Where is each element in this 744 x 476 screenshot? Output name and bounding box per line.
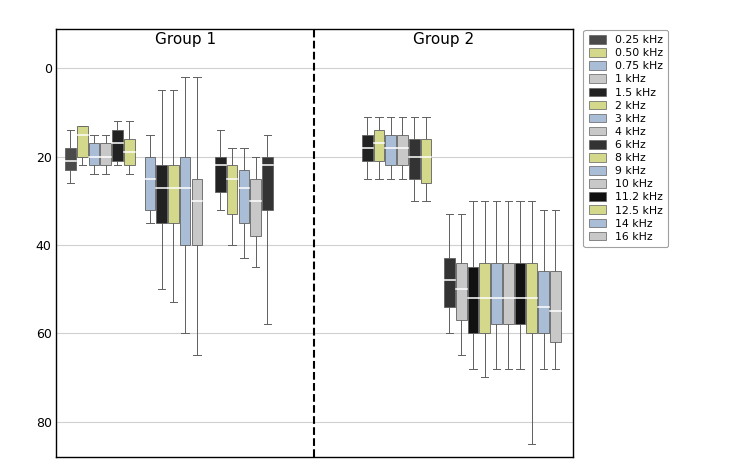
- Text: Group 2: Group 2: [413, 32, 474, 47]
- Bar: [191, 178, 202, 245]
- Bar: [100, 143, 111, 166]
- Bar: [491, 263, 501, 325]
- Bar: [468, 267, 478, 333]
- Text: Group 1: Group 1: [155, 32, 216, 47]
- Bar: [77, 126, 88, 157]
- Bar: [144, 157, 155, 209]
- Bar: [89, 143, 99, 166]
- Bar: [527, 263, 537, 333]
- Bar: [385, 135, 396, 166]
- Bar: [215, 157, 225, 192]
- Bar: [112, 130, 123, 161]
- Bar: [420, 139, 432, 183]
- Bar: [180, 157, 190, 245]
- Bar: [503, 263, 513, 325]
- Bar: [227, 166, 237, 214]
- Bar: [456, 263, 466, 320]
- Bar: [397, 135, 408, 166]
- Bar: [409, 139, 420, 178]
- Bar: [479, 263, 490, 333]
- Bar: [156, 166, 167, 223]
- Bar: [362, 135, 373, 161]
- Bar: [262, 157, 272, 209]
- Bar: [239, 170, 249, 223]
- Bar: [65, 148, 76, 170]
- Legend: 0.25 kHz, 0.50 kHz, 0.75 kHz, 1 kHz, 1.5 kHz, 2 kHz, 3 kHz, 4 kHz, 6 kHz, 8 kHz,: 0.25 kHz, 0.50 kHz, 0.75 kHz, 1 kHz, 1.5…: [583, 30, 668, 247]
- Bar: [515, 263, 525, 325]
- Bar: [550, 271, 560, 342]
- Bar: [373, 130, 384, 161]
- Bar: [538, 271, 549, 333]
- Bar: [124, 139, 135, 166]
- Bar: [250, 178, 261, 236]
- Bar: [444, 258, 455, 307]
- Bar: [168, 166, 179, 223]
